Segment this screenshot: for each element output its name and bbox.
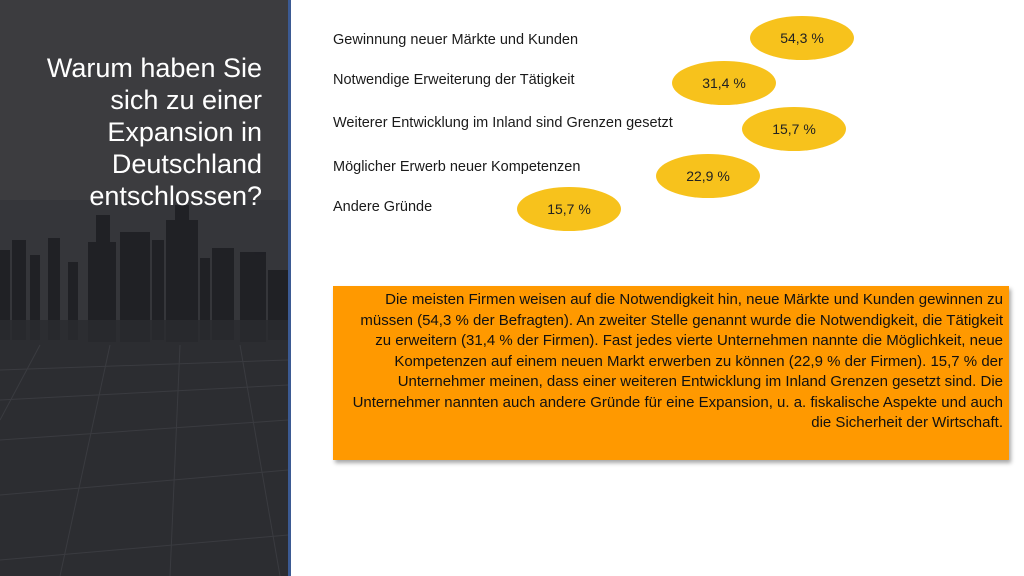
reason-value-badge-4: 22,9 % (656, 154, 760, 198)
page-title: Warum haben Sie sich zu einer Expansion … (46, 53, 262, 211)
reason-label-3: Weiterer Entwicklung im Inland sind Gren… (333, 115, 673, 131)
background-city-image: Warum haben Sie sich zu einer Expansion … (0, 0, 288, 576)
summary-box: Die meisten Firmen weisen auf die Notwen… (333, 286, 1009, 460)
reason-label-5: Andere Gründe (333, 199, 433, 215)
reason-value-badge-3: 15,7 % (742, 107, 846, 151)
reason-value-badge-1: 54,3 % (750, 16, 854, 60)
panel-divider (288, 0, 291, 576)
reason-value-badge-2: 31,4 % (672, 61, 776, 105)
reason-value-badge-5: 15,7 % (517, 187, 621, 231)
reason-label-2: Notwendige Erweiterung der Tätigkeit (333, 72, 575, 88)
reason-label-1: Gewinnung neuer Märkte und Kunden (333, 32, 579, 48)
reason-label-4: Möglicher Erwerb neuer Kompetenzen (333, 159, 581, 175)
